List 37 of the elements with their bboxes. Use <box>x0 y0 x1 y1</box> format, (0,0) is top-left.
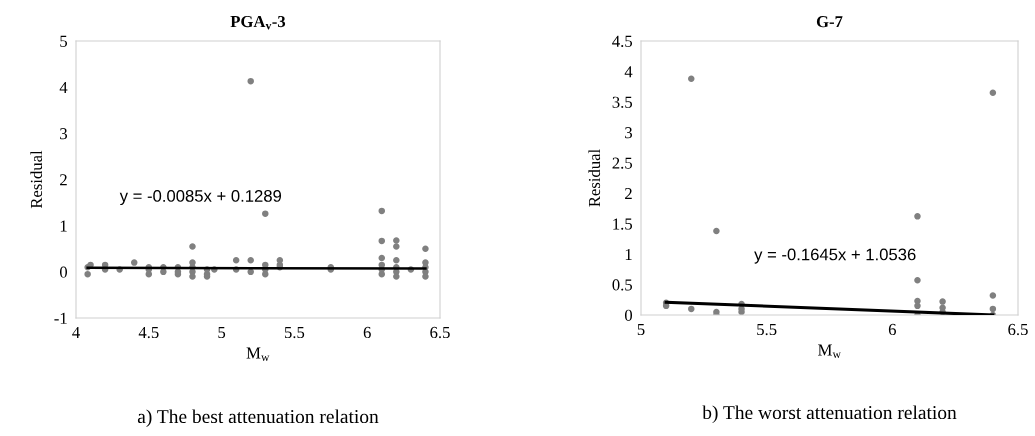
y-tick-label: 0 <box>59 266 68 278</box>
y-tick-label: 4 <box>624 66 633 78</box>
y-axis-title: Residual <box>30 150 43 209</box>
x-axis-title: M$_{w}$ <box>246 347 270 361</box>
annotation: y = -0.1645x + 1.0536 <box>754 248 916 264</box>
y-tick-label: 2.5 <box>612 157 633 169</box>
x-tick-label: 5.5 <box>284 326 305 339</box>
y-tick-label: 5 <box>60 35 68 47</box>
x-tick-label: 5.5 <box>757 323 777 336</box>
x-tick-label: 5 <box>637 323 645 336</box>
y-tick-label: 4 <box>59 81 68 93</box>
x-tick-label: 4 <box>72 326 80 338</box>
y-tick-label: 2 <box>625 187 632 199</box>
y-tick-label: 0.5 <box>612 279 633 291</box>
y-tick-label: 4.5 <box>612 35 633 48</box>
y-axis-title: Residual <box>588 149 601 207</box>
y-tick-label: 3.5 <box>612 96 633 108</box>
x-tick-label: 6 <box>363 326 371 339</box>
y-tick-label: -1 <box>54 312 67 324</box>
text: a) The best attenuation relation <box>137 409 379 428</box>
y-tick-label: 1 <box>60 220 67 232</box>
x-tick-label: 6.5 <box>1008 323 1028 336</box>
y-tick-label: 1 <box>625 248 632 260</box>
x-tick-label: 4.5 <box>138 326 159 339</box>
y-tick-label: 0 <box>624 309 633 321</box>
chart-title: G-7 <box>816 16 843 28</box>
x-axis-title: M$_{w}$ <box>818 344 841 358</box>
y-tick-label: 3 <box>60 128 68 140</box>
chart-title: PGA$_{v}$-3 <box>230 15 286 30</box>
x-tick-label: 6 <box>888 323 896 336</box>
y-tick-label: 3 <box>625 127 633 139</box>
y-tick-label: 1.5 <box>613 218 633 230</box>
x-tick-label: 5 <box>218 326 226 339</box>
x-tick-label: 6.5 <box>430 326 450 339</box>
text: b) The worst attenuation relation <box>702 405 957 424</box>
annotation: y = -0.0085x + 0.1289 <box>119 190 282 206</box>
y-tick-label: 2 <box>60 174 67 186</box>
